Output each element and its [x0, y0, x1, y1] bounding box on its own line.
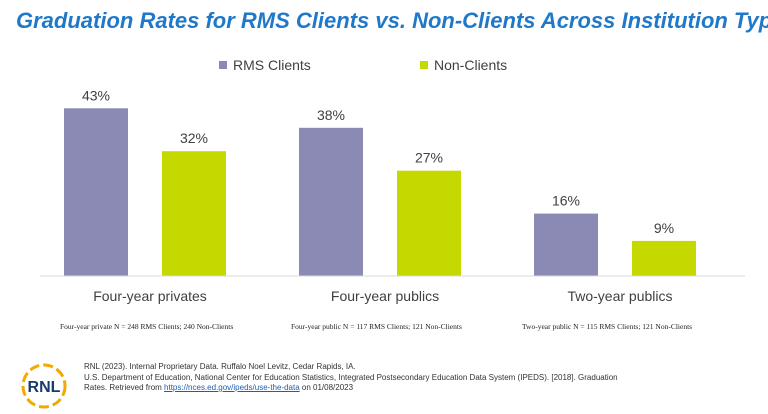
data-label-rms-1: 43% — [82, 87, 110, 103]
source-footer: RNL (2023). Internal Proprietary Data. R… — [84, 362, 744, 394]
source-line-2: U.S. Department of Education, National C… — [84, 372, 618, 382]
data-label-non-clients-2: 27% — [415, 150, 443, 166]
legend-swatch-2 — [420, 61, 428, 69]
bar-rms-3 — [534, 213, 598, 276]
legend-label-2: Non-Clients — [434, 57, 507, 73]
category-label-3: Two-year publics — [567, 288, 672, 304]
bar-non-clients-1 — [162, 151, 226, 276]
rnl-logo-text: RNL — [28, 379, 61, 396]
rnl-logo: RNL — [21, 363, 67, 409]
bar-rms-2 — [299, 127, 363, 276]
ipeds-link[interactable]: https://nces.ed.gov/ipeds/use-the-data — [164, 383, 300, 392]
source-line-3-suffix: on 01/08/2023 — [299, 383, 354, 392]
data-label-non-clients-1: 32% — [180, 130, 208, 146]
category-label-2: Four-year publics — [331, 288, 439, 304]
chart-title: Graduation Rates for RMS Clients vs. Non… — [16, 8, 768, 33]
sample-note-1: Four-year private N = 248 RMS Clients; 2… — [60, 322, 234, 331]
bar-non-clients-2 — [397, 170, 461, 276]
legend-swatch-1 — [219, 61, 227, 69]
data-label-rms-3: 16% — [552, 193, 580, 209]
bar-rms-1 — [64, 108, 128, 276]
bar-chart: RMS Clients Non-Clients 43% 32% Four-year pr… — [40, 57, 745, 304]
legend-label-1: RMS Clients — [233, 57, 311, 73]
bar-non-clients-3 — [632, 240, 696, 276]
source-line-3-prefix: Rates. Retrieved from — [84, 383, 165, 392]
sample-note-2: Four-year public N = 117 RMS Clients; 12… — [291, 322, 462, 331]
sample-note-3: Two-year public N = 115 RMS Clients; 121… — [522, 322, 693, 331]
data-label-rms-2: 38% — [317, 107, 345, 123]
data-label-non-clients-3: 9% — [654, 220, 674, 236]
source-line-1: RNL (2023). Internal Proprietary Data. R… — [84, 362, 356, 371]
source-line-3: Rates. Retrieved from https://nces.ed.go… — [84, 383, 744, 394]
rnl-logo-ring — [21, 363, 67, 409]
category-label-1: Four-year privates — [93, 288, 207, 304]
